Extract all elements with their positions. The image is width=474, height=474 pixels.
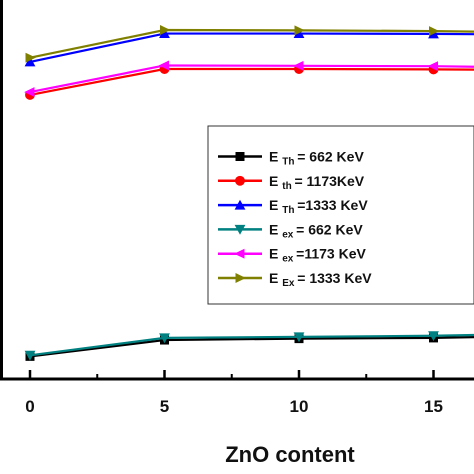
series-2: [24, 28, 474, 67]
legend-label: E ex =1173 KeV: [269, 246, 366, 265]
legend-marker: [234, 224, 246, 235]
data-point: [293, 332, 305, 343]
legend-entry: E ex =1173 KeV: [218, 246, 366, 265]
data-point: [24, 350, 36, 361]
legend-entry: E Th =1333 KeV: [218, 197, 368, 216]
legend-label: E Th =1333 KeV: [269, 197, 368, 216]
data-point: [427, 61, 438, 72]
legend-label: E Ex = 1333 KeV: [269, 270, 372, 289]
data-point: [294, 25, 305, 36]
series-1: [25, 64, 474, 100]
legend-marker: [234, 199, 246, 210]
x-tick-label: 15: [424, 397, 443, 416]
legend-marker: [235, 273, 246, 283]
data-point: [158, 60, 169, 71]
data-point: [159, 28, 170, 39]
legend-label: E Th = 662 KeV: [269, 149, 364, 168]
legend-marker: [235, 175, 245, 186]
series-4: [24, 60, 474, 98]
data-point: [24, 87, 35, 98]
series-line: [29, 67, 474, 96]
data-point: [160, 25, 171, 35]
data-point: [428, 331, 439, 342]
legend-label: E th = 1173KeV: [269, 173, 365, 192]
plot-area: [0, 0, 474, 381]
legend-entry: E Th = 662 KeV: [218, 149, 364, 168]
axes-frame: [0, 0, 474, 381]
series-line: [29, 32, 474, 64]
legend-marker: [234, 248, 245, 259]
data-point: [25, 52, 36, 63]
series-5: [25, 25, 474, 63]
data-point: [24, 56, 36, 67]
legend-entry: E Ex = 1333 KeV: [218, 270, 372, 289]
x-axis-ticks: 0 5 10 15: [25, 370, 443, 416]
legend-entry: E ex = 662 KeV: [218, 221, 363, 240]
x-axis-title: ZnO content: [225, 442, 355, 467]
x-tick-label: 10: [290, 397, 309, 416]
legend: E Th = 662 KeV E th = 1173KeV E Th =1333 K…: [207, 125, 474, 305]
data-point: [159, 333, 170, 344]
data-point: [429, 26, 440, 37]
series-3: [24, 331, 474, 361]
legend-marker: [235, 152, 245, 161]
legend-label: E ex = 662 KeV: [269, 221, 363, 240]
x-tick-label: 5: [160, 397, 169, 416]
legend-entry: E th = 1173KeV: [218, 173, 365, 192]
x-tick-label: 0: [25, 397, 34, 416]
data-point: [293, 60, 304, 71]
